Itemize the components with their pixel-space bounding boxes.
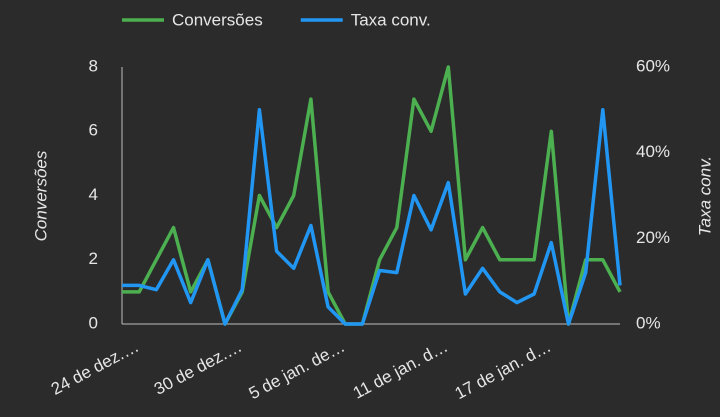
y2-tick-label: 0%: [636, 313, 661, 332]
y-tick-label: 2: [89, 249, 98, 268]
legend-label: Taxa conv.: [351, 10, 431, 29]
legend-label: Conversões: [172, 10, 263, 29]
series-line: [122, 108, 622, 326]
x-tick-label: 17 de jan. d…: [452, 337, 554, 403]
y-tick-label: 6: [89, 121, 98, 140]
x-tick-label: 30 de dez.…: [151, 337, 245, 399]
y2-tick-label: 60%: [636, 56, 670, 75]
y-axis-title: Conversões: [31, 150, 50, 241]
x-tick-label: 11 de jan. d…: [350, 337, 451, 403]
y-tick-label: 8: [89, 56, 98, 75]
y2-axis-title: Taxa conv.: [695, 156, 714, 236]
y2-tick-label: 20%: [636, 228, 670, 247]
x-tick-label: 5 de jan. de…: [246, 337, 348, 403]
x-tick-label: 24 de dez.…: [48, 337, 142, 399]
y-tick-label: 4: [89, 185, 98, 204]
y-tick-label: 0: [89, 313, 98, 332]
y2-tick-label: 40%: [636, 142, 670, 161]
